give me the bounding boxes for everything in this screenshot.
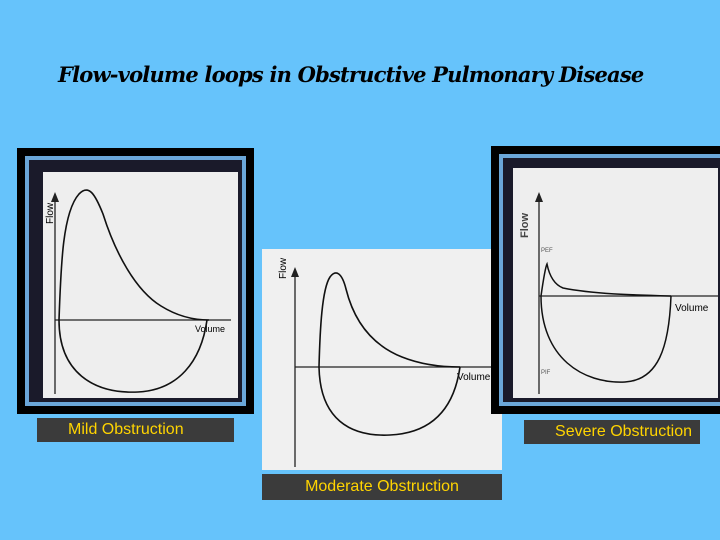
moderate-y-axis-arrow <box>291 267 299 277</box>
severe-y-axis-arrow <box>535 192 543 202</box>
severe-pef-label: PEF <box>541 248 553 254</box>
severe-plot-area: Flow Volume PEF PIF <box>513 168 718 398</box>
mild-x-axis-label: Volume <box>195 324 225 334</box>
mild-flow-volume-loop: Flow Volume <box>45 189 231 394</box>
mild-obstruction-panel: Flow Volume <box>17 148 254 414</box>
mild-panel-frame: Flow Volume <box>25 156 246 406</box>
moderate-expiratory-curve <box>318 272 461 368</box>
mild-y-axis-label: Flow <box>45 202 56 224</box>
moderate-obstruction-caption: Moderate Obstruction <box>262 474 502 500</box>
mild-expiratory-curve <box>58 189 210 321</box>
mild-plot-area: Flow Volume <box>43 172 238 398</box>
mild-obstruction-caption: Mild Obstruction <box>37 418 234 442</box>
severe-panel-frame: Flow Volume PEF PIF <box>499 154 720 406</box>
severe-flow-volume-loop: Flow Volume PEF PIF <box>519 192 718 394</box>
moderate-flow-volume-loop: Flow Volume <box>278 257 494 467</box>
moderate-y-axis-label: Flow <box>278 257 289 279</box>
severe-obstruction-panel: Flow Volume PEF PIF <box>491 146 720 414</box>
severe-inspiratory-curve <box>540 295 672 383</box>
mild-inspiratory-curve <box>58 319 208 393</box>
mild-y-axis-arrow <box>51 192 59 202</box>
severe-expiratory-curve <box>540 261 672 297</box>
severe-obstruction-caption: Severe Obstruction <box>524 420 700 444</box>
moderate-x-axis-label: Volume <box>457 372 491 383</box>
severe-x-axis-label: Volume <box>675 303 709 314</box>
moderate-inspiratory-curve <box>318 366 461 436</box>
severe-y-axis-label: Flow <box>519 213 531 238</box>
severe-pif-label: PIF <box>541 370 551 376</box>
moderate-obstruction-panel: Flow Volume <box>262 249 502 470</box>
slide-title: Flow-volume loops in Obstructive Pulmona… <box>58 62 644 87</box>
